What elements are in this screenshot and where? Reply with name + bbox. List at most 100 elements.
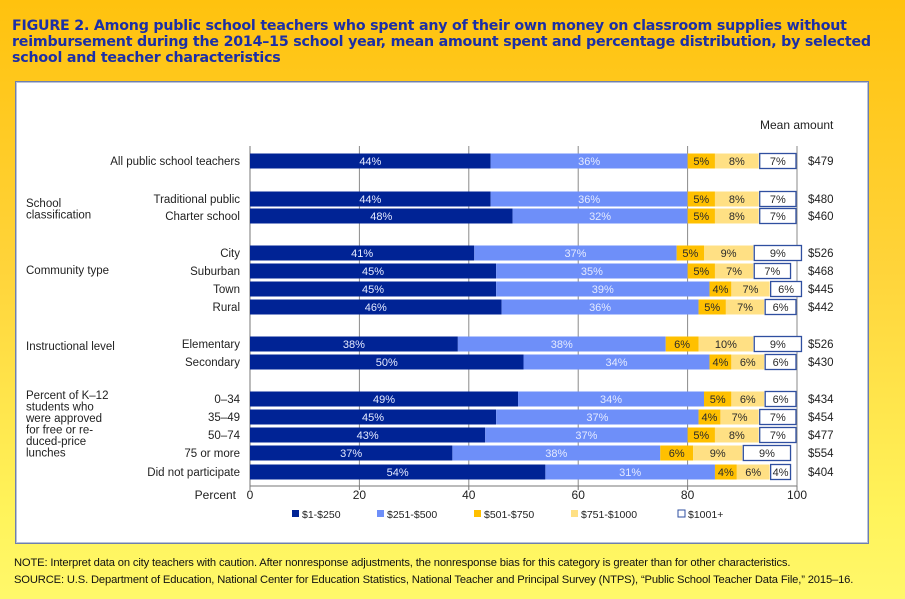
mean-amount-value: $468 xyxy=(808,266,834,278)
bar-segment xyxy=(736,464,770,480)
data-label: 9% xyxy=(770,339,786,351)
row-label: Rural xyxy=(213,302,240,314)
bar-segment xyxy=(759,190,797,208)
data-label: 7% xyxy=(737,302,753,314)
bar-segment xyxy=(753,244,803,262)
bar-segment xyxy=(742,444,792,462)
data-label: 37% xyxy=(564,248,586,260)
data-label: 36% xyxy=(589,302,611,314)
data-label: 5% xyxy=(693,430,709,442)
mean-amount-value: $445 xyxy=(808,284,834,296)
data-label: 6% xyxy=(674,339,690,351)
group-label: lunches xyxy=(26,448,66,460)
bar-segment xyxy=(720,409,759,425)
row-label: City xyxy=(220,248,240,260)
bar-segment xyxy=(698,299,726,315)
data-label: 44% xyxy=(359,194,381,206)
mean-amount-value: $442 xyxy=(808,302,834,314)
bar-segment xyxy=(474,245,677,261)
row-label: 35–49 xyxy=(208,412,240,424)
mean-amount-value: $479 xyxy=(808,156,834,168)
note-text: NOTE: Interpret data on city teachers wi… xyxy=(14,557,791,569)
data-label: 36% xyxy=(578,194,600,206)
x-tick-label: 20 xyxy=(353,488,367,502)
group-label: Percent of K–12 xyxy=(26,390,108,402)
x-tick-label: 0 xyxy=(247,488,254,502)
data-label: 5% xyxy=(693,266,709,278)
data-label: 9% xyxy=(710,448,726,460)
data-label: 5% xyxy=(704,302,720,314)
group-label: for free or re- xyxy=(26,425,93,437)
bar-segment xyxy=(250,245,475,261)
data-label: 7% xyxy=(732,412,748,424)
data-label: 6% xyxy=(740,394,756,406)
row-label: Did not participate xyxy=(147,467,240,479)
data-label: 6% xyxy=(773,357,789,369)
data-label: 7% xyxy=(770,156,786,168)
row-label: All public school teachers xyxy=(110,156,240,168)
bar-segment xyxy=(731,354,765,370)
bar-segment xyxy=(250,445,453,461)
bar-segment xyxy=(714,427,759,443)
data-label: 7% xyxy=(770,194,786,206)
legend-label: $751-$1000 xyxy=(581,509,637,521)
bar-segment xyxy=(693,445,743,461)
mean-amount-value: $554 xyxy=(808,448,834,460)
x-tick-label: 40 xyxy=(462,488,476,502)
bar-segment xyxy=(250,153,491,169)
bar-segment xyxy=(452,445,661,461)
bar-segment xyxy=(714,191,759,207)
bar-segment xyxy=(709,281,732,297)
mean-amount-value: $526 xyxy=(808,248,834,260)
legend-swatch xyxy=(474,510,481,517)
legend-label: $251-$500 xyxy=(387,509,437,521)
data-label: 7% xyxy=(764,266,780,278)
bar-segment xyxy=(250,391,519,407)
data-label: 54% xyxy=(387,467,409,479)
bar-segment xyxy=(457,336,666,352)
data-label: 34% xyxy=(605,357,627,369)
bar-segment xyxy=(250,299,502,315)
x-tick-label: 60 xyxy=(572,488,586,502)
bar-segment xyxy=(764,353,797,371)
group-label: School xyxy=(26,198,61,210)
data-label: 44% xyxy=(359,156,381,168)
data-label: 6% xyxy=(778,284,794,296)
bar-segment xyxy=(518,391,705,407)
mean-amount-value: $460 xyxy=(808,211,834,223)
data-label: 6% xyxy=(773,394,789,406)
row-label: Town xyxy=(213,284,240,296)
data-label: 45% xyxy=(362,284,384,296)
legend-swatch xyxy=(571,510,578,517)
data-label: 37% xyxy=(340,448,362,460)
data-label: 36% xyxy=(578,156,600,168)
mean-amount-value: $454 xyxy=(808,412,834,424)
data-label: 7% xyxy=(726,266,742,278)
bar-segment xyxy=(501,299,699,315)
data-label: 8% xyxy=(729,211,745,223)
row-label: Traditional public xyxy=(153,194,240,206)
data-label: 45% xyxy=(362,266,384,278)
bar-segment xyxy=(523,354,710,370)
bar-segment xyxy=(687,153,715,169)
row-label: Charter school xyxy=(165,211,240,223)
bar-segment xyxy=(485,427,688,443)
bar-segment xyxy=(704,245,754,261)
bar-segment xyxy=(687,427,715,443)
legend-swatch xyxy=(377,510,384,517)
bar-segment xyxy=(764,390,797,408)
data-label: 48% xyxy=(370,211,392,223)
legend-swatch xyxy=(292,510,299,517)
mean-amount-value: $480 xyxy=(808,194,834,206)
bar-segment xyxy=(759,207,797,225)
bar-segment xyxy=(512,208,688,224)
legend-swatch xyxy=(677,509,686,518)
bar-segment xyxy=(676,245,705,261)
row-label: 50–74 xyxy=(208,430,241,442)
row-label: Suburban xyxy=(190,266,240,278)
bar-segment xyxy=(250,263,497,279)
bar-segment xyxy=(687,208,715,224)
bar-segment xyxy=(250,354,524,370)
mean-amount-header: Mean amount xyxy=(760,118,834,132)
